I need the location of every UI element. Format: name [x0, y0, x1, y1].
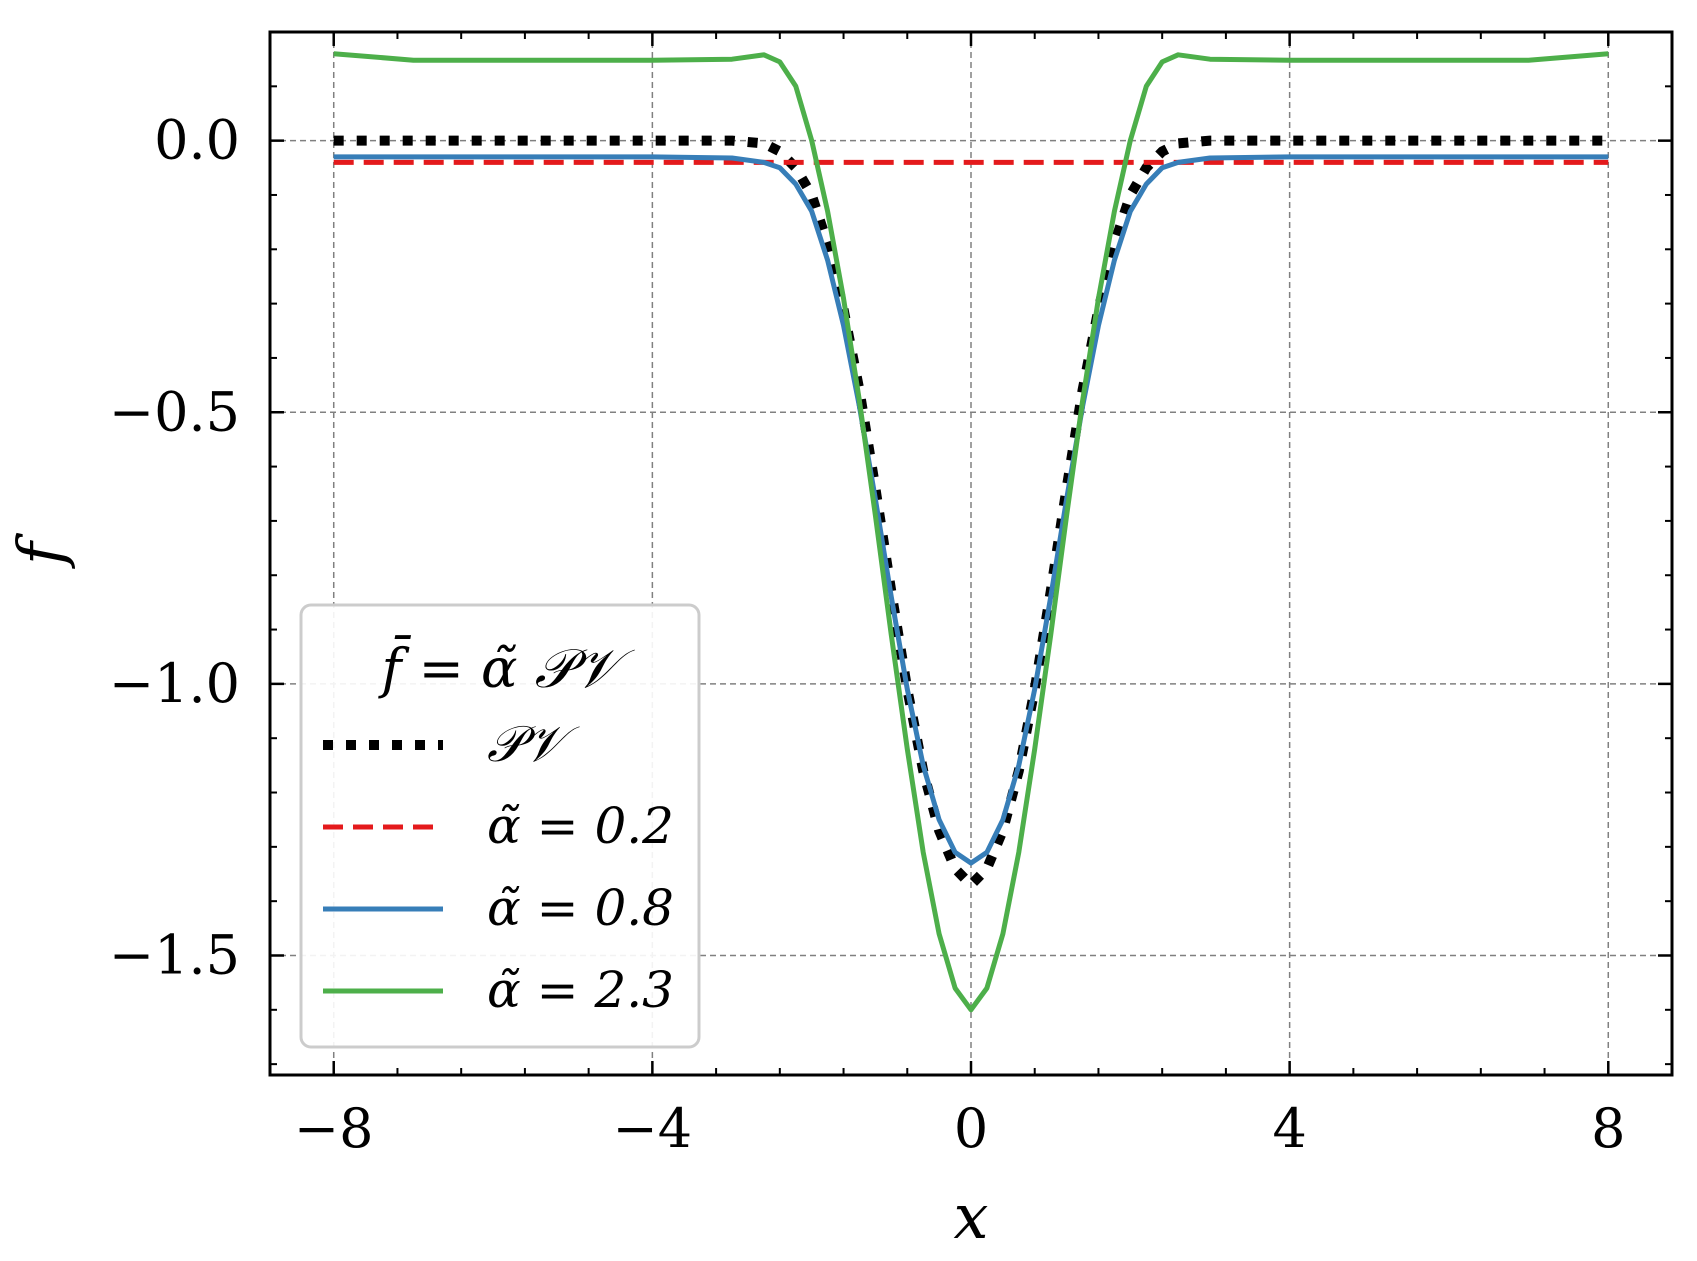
x-axis-label: x [954, 1180, 989, 1253]
series-line-3 [333, 154, 1609, 866]
y-tick-label: −1.0 [109, 652, 240, 715]
legend-title: f̄ = α̃ 𝒫𝒱 [377, 634, 635, 700]
legend-entry: α̃ = 0.2 [487, 797, 674, 855]
legend-entry: 𝒫𝒱 [487, 715, 580, 773]
y-axis-label: f [4, 532, 77, 569]
legend-entry: α̃ = 0.8 [487, 879, 674, 937]
legend-box [299, 603, 701, 1049]
x-tick-label: 4 [1272, 1097, 1306, 1160]
y-tick-label: 0.0 [154, 109, 240, 172]
series-line-4 [333, 51, 1609, 1013]
legend: f̄ = α̃ 𝒫𝒱 𝒫𝒱 α̃ = 0.2 α̃ = 0.8 α̃ = 2.3 [299, 603, 701, 1049]
x-tick-label: −8 [294, 1097, 374, 1160]
y-tick-label: −0.5 [109, 380, 240, 443]
x-tick-label: 8 [1591, 1097, 1625, 1160]
axes: −8 −4 0 4 8 0.0 −0.5 −1.0 −1.5 [109, 30, 1674, 1160]
x-tick-label: 0 [954, 1097, 988, 1160]
legend-entry: α̃ = 2.3 [487, 961, 674, 1019]
x-tick-label: −4 [613, 1097, 693, 1160]
plot-series [333, 51, 1609, 1013]
y-tick-label: −1.5 [109, 923, 240, 986]
